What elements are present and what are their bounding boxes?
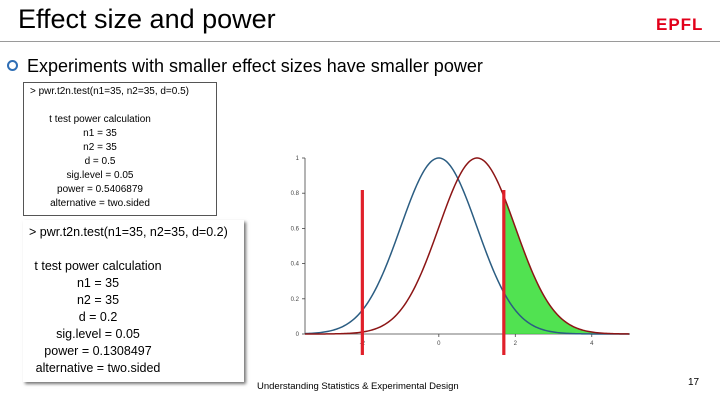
output-n2: n2 = 35 — [76, 293, 120, 307]
r-output-box-d02: > pwr.t2n.test(n1=35, n2=35, d=0.2) t te… — [23, 220, 244, 382]
output-alternative: alternative = two.sided — [35, 361, 161, 375]
slide-title: Effect size and power — [18, 4, 276, 34]
y-tick-label: 0.8 — [291, 191, 300, 197]
output-d: d = 0.5 — [84, 156, 116, 167]
alternative-distribution-curve — [305, 157, 630, 335]
y-tick-label: 0.4 — [291, 262, 300, 268]
page-number: 17 — [688, 377, 700, 388]
x-tick-label: 0 — [437, 341, 441, 347]
x-tick-label: 2 — [514, 341, 518, 347]
bullet-ring-icon — [7, 60, 18, 71]
null-distribution-curve — [304, 157, 630, 335]
y-tick-label: 0 — [296, 332, 300, 338]
power-curve-chart: 00.20.40.60.81-2024 — [291, 156, 630, 355]
r-command: > pwr.t2n.test(n1=35, n2=35, d=0.5) — [30, 86, 190, 97]
output-power: power = 0.1308497 — [44, 344, 152, 358]
bullet-text: Experiments with smaller effect sizes ha… — [27, 56, 483, 76]
output-n2: n2 = 35 — [83, 142, 117, 153]
output-n1: n1 = 35 — [83, 128, 117, 139]
title-divider — [0, 41, 720, 42]
output-power: power = 0.5406879 — [57, 184, 143, 195]
footer-text: Understanding Statistics & Experimental … — [257, 381, 459, 392]
output-sig-level: sig.level = 0.05 — [66, 170, 134, 181]
output-alternative: alternative = two.sided — [50, 198, 150, 209]
y-tick-label: 0.2 — [291, 297, 300, 303]
output-heading: t test power calculation — [49, 114, 151, 125]
output-n1: n1 = 35 — [76, 276, 120, 290]
r-command: > pwr.t2n.test(n1=35, n2=35, d=0.2) — [29, 225, 228, 239]
r-output-box-d05: > pwr.t2n.test(n1=35, n2=35, d=0.5) t te… — [23, 82, 217, 216]
output-d: d = 0.2 — [78, 310, 118, 324]
output-sig-level: sig.level = 0.05 — [56, 327, 140, 341]
epfl-logo: EPFL — [656, 15, 704, 34]
y-tick-label: 1 — [296, 156, 300, 162]
y-tick-label: 0.6 — [291, 226, 300, 232]
x-tick-label: 4 — [590, 341, 594, 347]
output-heading: t test power calculation — [34, 259, 162, 273]
rejection-region — [503, 196, 630, 334]
